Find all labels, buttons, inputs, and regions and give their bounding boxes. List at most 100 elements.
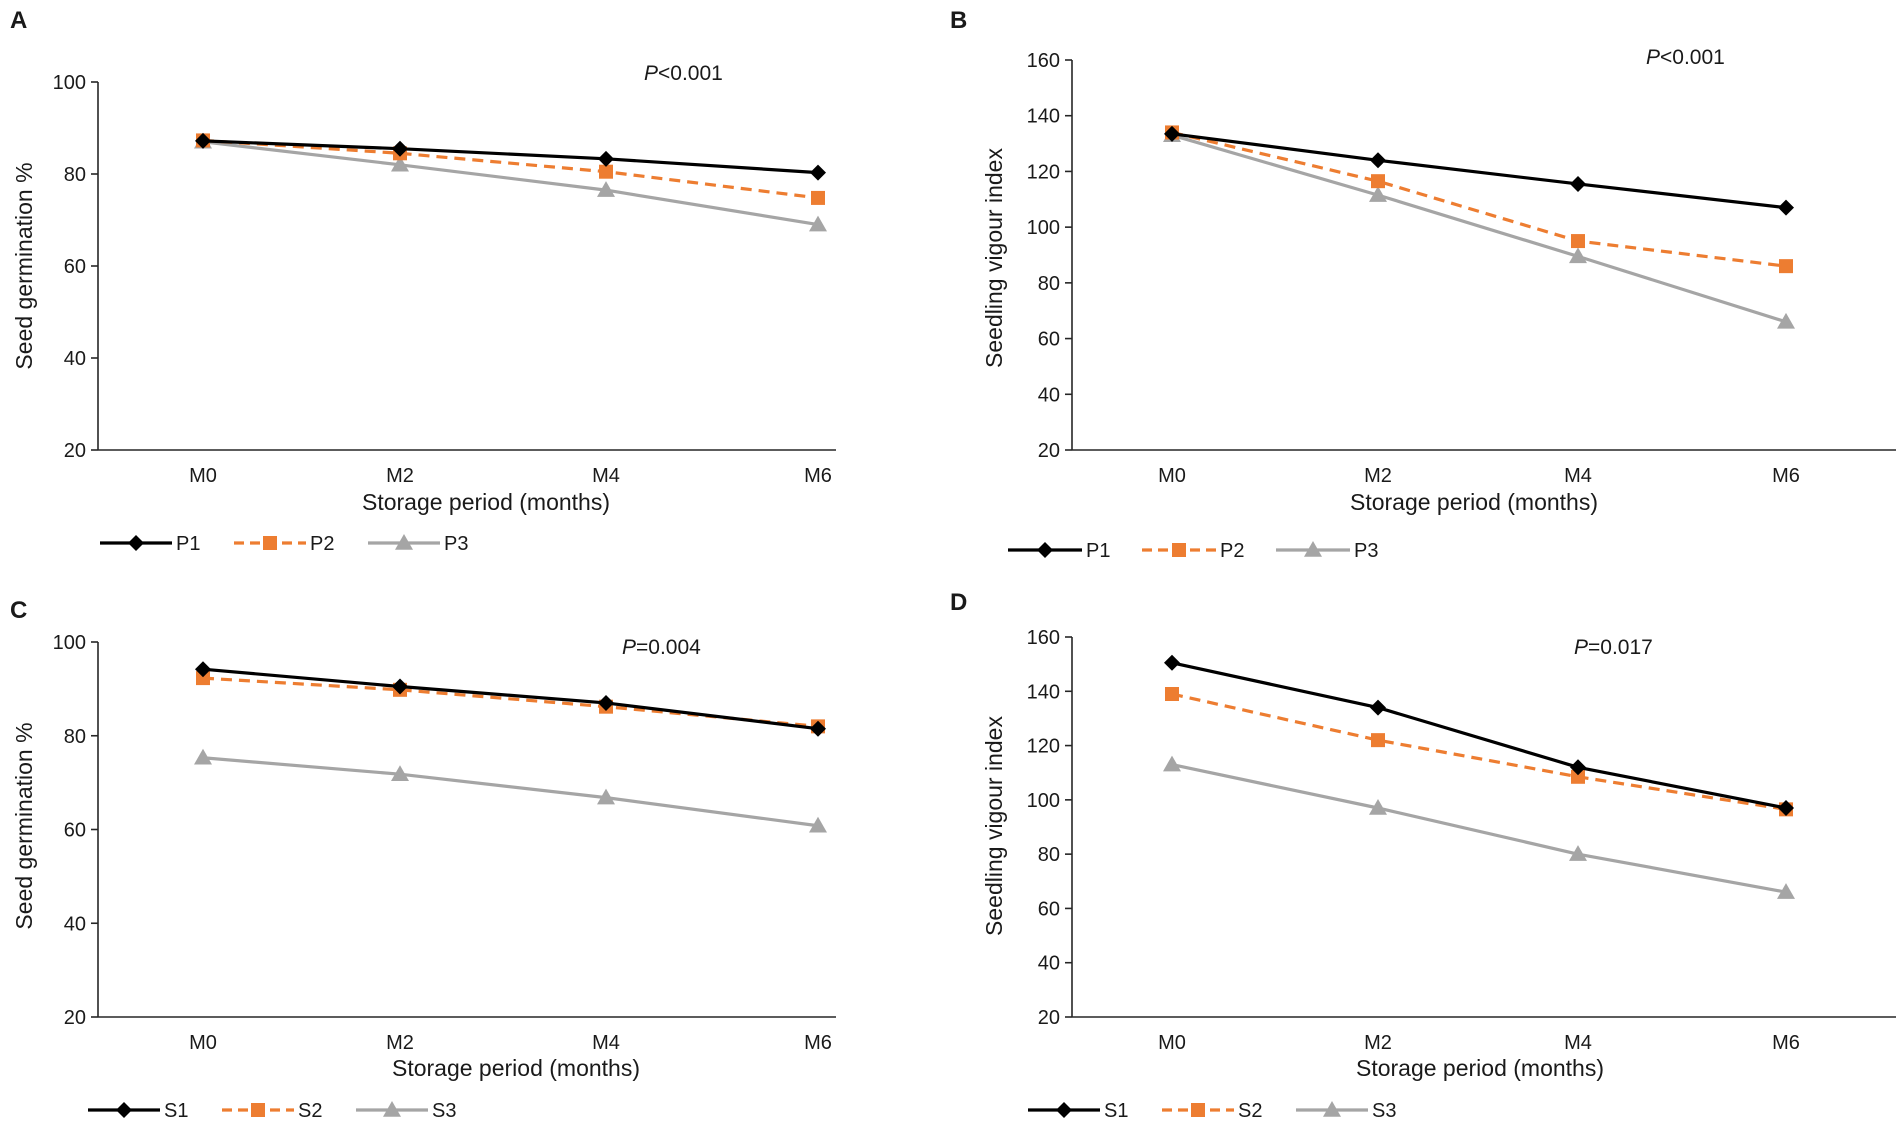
series-s1 [195, 661, 826, 737]
x-tick-label: M4 [592, 1032, 620, 1054]
panel-letter: A [10, 7, 27, 34]
y-tick-label: 20 [64, 440, 86, 462]
data-point-s1-m6 [810, 720, 826, 737]
series-line-p3 [202, 140, 819, 227]
y-axis-title: Seed germination % [11, 722, 37, 929]
data-point-s3-m0 [194, 748, 212, 765]
data-point-p1-m2 [1370, 152, 1386, 169]
x-tick-label: M2 [1364, 1032, 1392, 1054]
legend: P1 P2 P3 [1008, 540, 1378, 562]
y-tick-label: 80 [64, 164, 86, 186]
legend-label-s2: S2 [1238, 1100, 1262, 1122]
y-tick-label: 40 [64, 348, 86, 370]
legend-label-p3: P3 [444, 533, 468, 555]
y-axis-title: Seedling vigour index [981, 148, 1007, 368]
legend-label-p3: P3 [1354, 540, 1378, 562]
series-line-p1 [1171, 132, 1787, 210]
panel-letter: D [950, 589, 967, 616]
data-point-p1-m6 [1778, 199, 1794, 216]
x-tick-label: M2 [1364, 465, 1392, 487]
chart-panel-d: D 20 40 60 80 100 120 140 160 M0 M2 M4 M6 Storage per… [950, 589, 1896, 1122]
x-tick-label: M0 [1158, 465, 1186, 487]
y-tick-label: 60 [64, 256, 86, 278]
series-line-p1 [202, 139, 819, 175]
y-tick-label: 20 [64, 1007, 86, 1029]
data-point-p1-m6 [810, 164, 826, 181]
legend-label-p1: P1 [176, 533, 200, 555]
legend-label-p2: P2 [1220, 540, 1244, 562]
x-axis-title: Storage period (months) [362, 489, 610, 515]
data-point-s3-m6 [809, 816, 827, 833]
series-p1 [195, 132, 826, 181]
y-tick-label: 40 [64, 913, 86, 935]
p-value-symbol: P [1574, 636, 1588, 659]
legend: P1 P2 P3 [100, 533, 468, 555]
series-line-p2 [202, 138, 819, 200]
data-point-p3-m2 [391, 155, 409, 172]
series-line-s1 [1171, 661, 1787, 810]
p-value-symbol: P [1646, 46, 1660, 69]
legend-marker-p3 [395, 534, 413, 550]
chart-panel-a: A 20 40 60 80 100 M0 M2 M4 M6 Storage period (mont… [10, 7, 836, 555]
data-point-p2-m2 [1371, 174, 1385, 189]
p-value-number: =0.004 [636, 636, 701, 659]
data-point-p1-m0 [195, 132, 211, 149]
data-point-p1-m4 [1570, 175, 1586, 192]
data-point-s3-m2 [1369, 799, 1387, 815]
legend-label-s1: S1 [1104, 1100, 1128, 1122]
p-value-number: =0.017 [1588, 636, 1653, 659]
p-value-annotation: P<0.001 [1646, 46, 1725, 69]
x-axis-title: Storage period (months) [392, 1055, 640, 1081]
x-tick-label: M4 [592, 465, 620, 487]
x-tick-label: M6 [804, 465, 832, 487]
y-tick-label: 140 [1027, 681, 1060, 703]
x-tick-label: M2 [386, 1032, 414, 1054]
legend-label-p2: P2 [310, 533, 334, 555]
y-tick-label: 40 [1038, 384, 1060, 406]
p-value-symbol: P [622, 636, 636, 659]
series-line-s2 [1171, 692, 1787, 811]
legend-label-s3: S3 [1372, 1100, 1396, 1122]
legend-marker-p1 [1037, 542, 1053, 558]
legend-marker-s3 [1323, 1101, 1341, 1117]
chart-panel-b: B 20 40 60 80 100 120 140 160 M0 M2 M4 M6 Storage per… [950, 7, 1896, 562]
x-tick-label: M0 [1158, 1032, 1186, 1054]
data-point-p3-m4 [597, 181, 615, 197]
data-point-p1-m4 [598, 150, 614, 167]
data-point-s1-m4 [1570, 759, 1586, 776]
legend-marker-p2 [1172, 543, 1186, 557]
data-point-s1-m4 [598, 694, 614, 711]
y-tick-label: 160 [1027, 50, 1060, 72]
y-tick-label: 100 [53, 632, 86, 654]
legend: S1 S2 S3 [1028, 1100, 1396, 1122]
legend: S1 S2 S3 [88, 1100, 456, 1122]
legend-label-s3: S3 [432, 1100, 456, 1122]
y-tick-label: 20 [1038, 440, 1060, 462]
x-tick-label: M6 [1772, 465, 1800, 487]
data-point-s3-m4 [597, 788, 615, 805]
x-axis-title: Storage period (months) [1356, 1055, 1604, 1081]
series-line-p2 [1171, 130, 1787, 268]
data-point-p3-m6 [1777, 312, 1795, 329]
series-s3 [1163, 755, 1795, 899]
p-value-symbol: P [644, 62, 658, 85]
data-point-p2-m6 [1779, 259, 1793, 274]
data-point-s2-m0 [1165, 687, 1179, 701]
y-axis-title: Seedling vigour index [981, 716, 1007, 936]
y-tick-label: 140 [1027, 106, 1060, 128]
data-point-s1-m0 [1164, 654, 1180, 671]
legend-label-s1: S1 [164, 1100, 188, 1122]
data-point-s2-m2 [1371, 733, 1385, 748]
chart-panel-c: C 20 40 60 80 100 M0 M2 M4 M6 Storage period (mont… [10, 597, 836, 1122]
legend-label-s2: S2 [298, 1100, 322, 1122]
legend-marker-s2 [251, 1103, 265, 1117]
data-point-p3-m4 [1569, 247, 1587, 264]
data-point-p2-m4 [1571, 234, 1585, 249]
data-point-s1-m2 [392, 678, 408, 695]
data-point-p3-m6 [809, 215, 827, 232]
series-line-s1 [202, 667, 819, 731]
series-line-s3 [1171, 763, 1787, 894]
x-tick-label: M4 [1564, 465, 1592, 487]
x-tick-label: M0 [189, 465, 217, 487]
